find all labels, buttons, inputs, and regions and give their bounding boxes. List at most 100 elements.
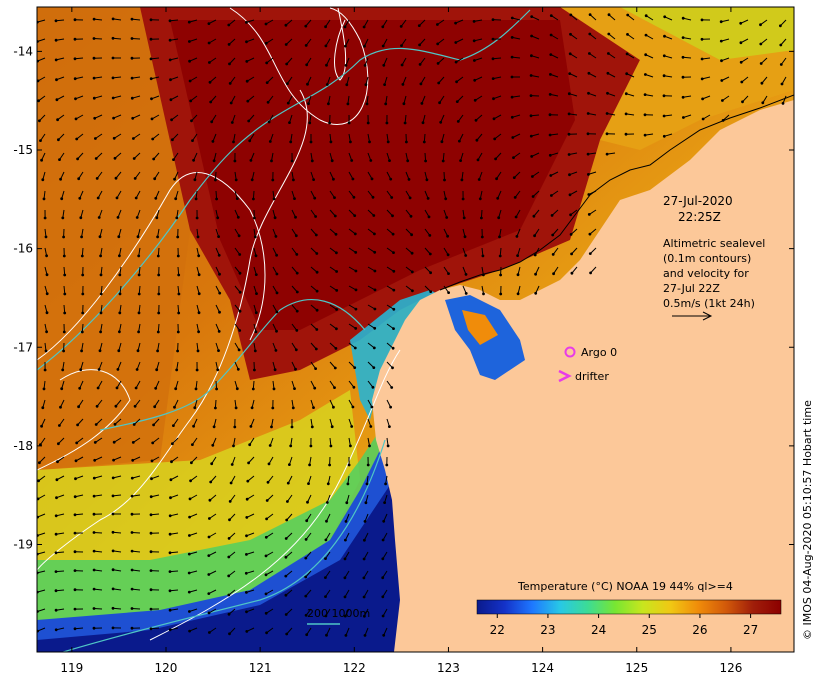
velocity-arrow-head (569, 32, 572, 36)
velocity-arrow-head (189, 99, 193, 103)
velocity-arrow-head (344, 44, 347, 48)
velocity-arrow-head (532, 214, 536, 218)
velocity-arrow-head (391, 232, 395, 236)
velocity-arrow-head (150, 459, 154, 463)
velocity-arrow-head (381, 557, 385, 561)
velocity-arrow-head (780, 82, 784, 86)
velocity-arrow-head (245, 630, 249, 633)
velocity-arrow-head (136, 349, 140, 353)
velocity-arrow-head (230, 463, 234, 466)
velocity-arrow-head (174, 387, 178, 391)
velocity-arrow-head (168, 19, 172, 23)
velocity-arrow-head (227, 612, 231, 616)
velocity-arrow-head (550, 194, 553, 197)
velocity-arrow-head (409, 214, 413, 218)
velocity-arrow-head (42, 387, 46, 391)
velocity-arrow-head (93, 458, 97, 462)
velocity-arrow-head (134, 196, 138, 200)
velocity-arrow-head (76, 157, 79, 161)
velocity-arrow-head (721, 119, 725, 122)
velocity-arrow-head (77, 177, 81, 181)
velocity-arrow-head (151, 137, 155, 141)
velocity-arrow-head (681, 36, 685, 39)
velocity-arrow-head (54, 58, 58, 62)
velocity-arrow-head (329, 444, 333, 448)
velocity-arrow-head (362, 557, 366, 561)
velocity-arrow-head (168, 628, 172, 632)
velocity-arrow-head (720, 79, 724, 82)
velocity-arrow-head (245, 497, 249, 501)
velocity-arrow-head (781, 102, 785, 105)
velocity-arrow-head (511, 136, 515, 139)
velocity-arrow-head (551, 253, 555, 256)
velocity-arrow-head (112, 440, 116, 444)
colorbar-tick-label: 25 (642, 623, 657, 637)
velocity-arrow-head (363, 614, 366, 618)
velocity-arrow-head (245, 516, 249, 519)
velocity-arrow-head (156, 349, 160, 353)
velocity-arrow-head (343, 614, 347, 618)
velocity-arrow-head (569, 213, 572, 217)
velocity-arrow-head (190, 461, 193, 465)
velocity-arrow-head (324, 595, 327, 598)
velocity-arrow-head (235, 387, 239, 391)
velocity-arrow-head (306, 500, 309, 504)
velocity-arrow-head (330, 425, 334, 429)
velocity-arrow-head (429, 271, 432, 275)
velocity-arrow-head (363, 520, 367, 523)
annotation-line3: and velocity for (663, 267, 749, 280)
velocity-arrow-head (270, 159, 273, 163)
velocity-arrow-head (168, 38, 172, 42)
velocity-arrow-head (382, 63, 386, 67)
velocity-arrow-head (293, 197, 296, 201)
velocity-arrow-head (391, 214, 394, 218)
velocity-arrow-head (154, 386, 158, 390)
velocity-arrow-head (436, 23, 439, 26)
velocity-arrow-head (372, 214, 376, 217)
velocity-arrow-head (548, 153, 552, 157)
velocity-arrow-head (75, 441, 79, 445)
velocity-arrow-head (408, 196, 412, 200)
colorbar-title: Temperature (°C) NOAA 19 44% ql>=4 (517, 580, 733, 593)
velocity-arrow-head (268, 140, 272, 143)
velocity-arrow-head (570, 252, 573, 256)
velocity-arrow-head (217, 330, 221, 333)
velocity-arrow-head (313, 196, 317, 200)
velocity-arrow-head (233, 425, 237, 429)
velocity-arrow-head (111, 587, 115, 591)
velocity-arrow-head (264, 22, 268, 26)
lon-tick-label: 125 (625, 661, 648, 675)
velocity-arrow-head (45, 254, 48, 258)
velocity-arrow-head (497, 216, 501, 220)
velocity-arrow-head (463, 235, 467, 239)
velocity-arrow-head (111, 606, 115, 610)
velocity-arrow-head (294, 234, 298, 238)
velocity-arrow-head (334, 232, 338, 236)
velocity-arrow-head (420, 102, 424, 105)
velocity-arrow-head (363, 64, 367, 67)
velocity-arrow-head (207, 592, 211, 595)
velocity-arrow-head (115, 196, 119, 200)
velocity-arrow-head (382, 519, 386, 523)
velocity-arrow-head (352, 385, 356, 389)
velocity-arrow-head (130, 17, 134, 21)
velocity-arrow-head (271, 406, 275, 410)
velocity-arrow-head (130, 56, 134, 60)
velocity-arrow-head (227, 574, 231, 578)
velocity-arrow-head (607, 52, 610, 55)
velocity-arrow-head (445, 216, 449, 219)
velocity-arrow-head (54, 570, 58, 573)
velocity-arrow-head (568, 193, 572, 197)
velocity-arrow-head (118, 330, 121, 334)
velocity-arrow-head (79, 216, 83, 220)
velocity-arrow-head (472, 39, 476, 43)
velocity-arrow-head (382, 633, 386, 637)
velocity-arrow-head (512, 176, 516, 180)
velocity-arrow-head (190, 119, 193, 123)
velocity-arrow-head (312, 178, 315, 182)
velocity-arrow-head (238, 329, 242, 332)
velocity-arrow-head (304, 613, 308, 617)
velocity-arrow-head (587, 91, 590, 95)
velocity-arrow-head (440, 140, 444, 144)
velocity-arrow-head (369, 159, 373, 162)
